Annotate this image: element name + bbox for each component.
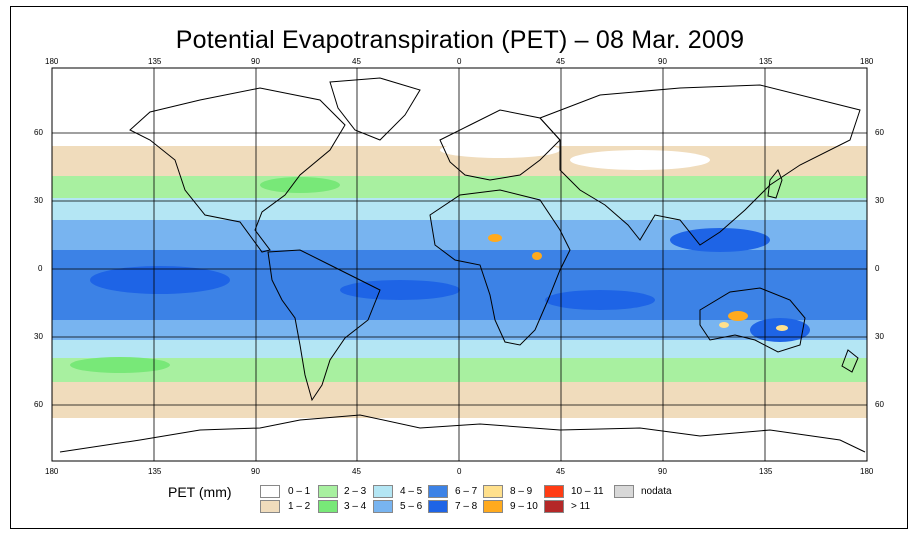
map-title: Potential Evapotranspiration (PET) – 08 … (175, 26, 745, 54)
lat-tick-right: 0 (875, 264, 880, 273)
lon-tick-top: 135 (759, 57, 773, 66)
band-south-cyan (52, 340, 867, 358)
blotch (570, 150, 710, 170)
lat-tick-right: 30 (875, 332, 884, 341)
blotch (70, 357, 170, 373)
antarctica (59, 414, 866, 453)
legend-swatch (483, 500, 503, 513)
lon-tick-top: 45 (556, 57, 565, 66)
lon-tick-bottom: 45 (352, 467, 361, 476)
legend-label: 5 – 6 (400, 501, 423, 512)
legend-label: 9 – 10 (510, 501, 538, 512)
legend-label: 8 – 9 (510, 486, 533, 497)
lon-tick-bottom: 180 (45, 467, 59, 476)
lat-tick-right: 60 (875, 128, 884, 137)
lon-tick-bottom: 45 (556, 467, 565, 476)
south-america (267, 249, 381, 402)
blotch (440, 142, 560, 158)
lat-tick-right: 60 (875, 400, 884, 409)
asia (539, 84, 861, 246)
legend-swatch (483, 485, 503, 498)
hotspots (488, 234, 788, 331)
lon-tick-top: 180 (45, 57, 59, 66)
legend-swatch (428, 500, 448, 513)
legend-swatch (544, 500, 564, 513)
legend-label: > 11 (571, 501, 590, 512)
legend-label: 7 – 8 (455, 501, 478, 512)
band-south-green (52, 358, 867, 382)
legend-swatch (428, 485, 448, 498)
lat-tick-left: 60 (34, 128, 43, 137)
legend-swatch (614, 485, 634, 498)
graticule (52, 68, 867, 461)
lat-tick-left: 0 (38, 264, 43, 273)
legend-swatch (373, 485, 393, 498)
lon-tick-top: 180 (860, 57, 874, 66)
lon-tick-bottom: 135 (148, 467, 162, 476)
lon-tick-bottom: 0 (457, 467, 462, 476)
band-north-green (52, 176, 867, 198)
legend-swatch (260, 485, 280, 498)
lat-tick-right: 30 (875, 196, 884, 205)
lon-tick-bottom: 90 (251, 467, 260, 476)
africa (429, 189, 571, 346)
band-south-tan (52, 382, 867, 418)
lon-tick-bottom: 180 (860, 467, 874, 476)
blotch (260, 177, 340, 193)
legend-swatch (318, 485, 338, 498)
band-antarctic (52, 418, 867, 461)
lat-tick-left: 60 (34, 400, 43, 409)
legend-swatch (544, 485, 564, 498)
lon-tick-top: 135 (148, 57, 162, 66)
blotch (340, 280, 460, 300)
lat-tick-left: 30 (34, 196, 43, 205)
blotch (545, 290, 655, 310)
blotch (90, 266, 230, 294)
legend-title: PET (mm) (168, 484, 232, 500)
new-zealand (841, 349, 859, 373)
europe (439, 109, 561, 181)
lon-tick-top: 90 (658, 57, 667, 66)
north-america (129, 87, 346, 253)
legend-label: nodata (641, 486, 672, 497)
figure-frame (10, 6, 908, 529)
continent-outlines (59, 77, 866, 453)
lon-tick-top: 45 (352, 57, 361, 66)
legend-label: 3 – 4 (344, 501, 367, 512)
legend-label: 1 – 2 (288, 501, 311, 512)
australia (699, 287, 806, 353)
lon-tick-bottom: 135 (759, 467, 773, 476)
legend-swatch (373, 500, 393, 513)
pet-bands (52, 68, 867, 461)
lon-tick-top: 0 (457, 57, 462, 66)
greenland (329, 77, 421, 141)
map-border (51, 67, 868, 462)
japan (767, 169, 783, 199)
legend-label: 6 – 7 (455, 486, 478, 497)
legend-swatch (318, 500, 338, 513)
lon-tick-bottom: 90 (658, 467, 667, 476)
lat-tick-left: 30 (34, 332, 43, 341)
legend-swatch (260, 500, 280, 513)
legend-label: 4 – 5 (400, 486, 423, 497)
blotch (670, 228, 770, 252)
legend-label: 0 – 1 (288, 486, 311, 497)
legend-label: 10 – 11 (571, 486, 604, 497)
legend-label: 2 – 3 (344, 486, 367, 497)
lon-tick-top: 90 (251, 57, 260, 66)
band-arctic (52, 68, 867, 146)
